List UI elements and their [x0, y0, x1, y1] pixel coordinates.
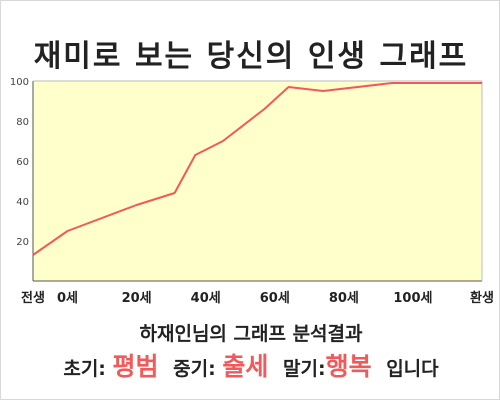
x-tick-label: 40세 — [191, 291, 221, 306]
x-tick-label: 20세 — [122, 291, 152, 306]
y-tick-label: 60 — [16, 157, 29, 168]
y-tick-label: 80 — [16, 117, 29, 128]
late-phase-value: 행복 — [325, 352, 372, 381]
x-tick-label: 0세 — [57, 291, 78, 306]
plot-area: 20 40 60 80 100 전생 0세 20세 40세 60세 80세 100세 환생 — [10, 77, 494, 306]
x-tick-label: 환생 — [470, 290, 494, 306]
x-tick-label: 80세 — [329, 291, 359, 306]
series-area — [33, 83, 482, 281]
early-phase-value: 평범 — [112, 352, 159, 381]
x-tick-label: 60세 — [260, 291, 290, 306]
x-tick-label: 100세 — [393, 291, 432, 306]
middle-phase-label: 중기: — [173, 358, 216, 380]
analysis-summary: 하재인님의 그래프 분석결과 — [139, 323, 363, 345]
late-phase-label: 말기: — [283, 358, 326, 380]
x-tick-label: 전생 — [21, 290, 45, 306]
series-line — [32, 82, 482, 256]
phase-ending: 입니다 — [386, 358, 439, 380]
y-tick-label: 100 — [10, 77, 29, 88]
page-title: 재미로 보는 당신의 인생 그래프 — [33, 39, 469, 74]
middle-phase-value: 출세 — [222, 352, 269, 381]
phase-results: 초기: 평범 중기: 출세 말기:행복 입니다 — [1, 347, 500, 383]
early-phase-label: 초기: — [63, 358, 106, 380]
y-tick-label: 20 — [16, 237, 29, 248]
y-tick-label: 40 — [16, 197, 29, 208]
